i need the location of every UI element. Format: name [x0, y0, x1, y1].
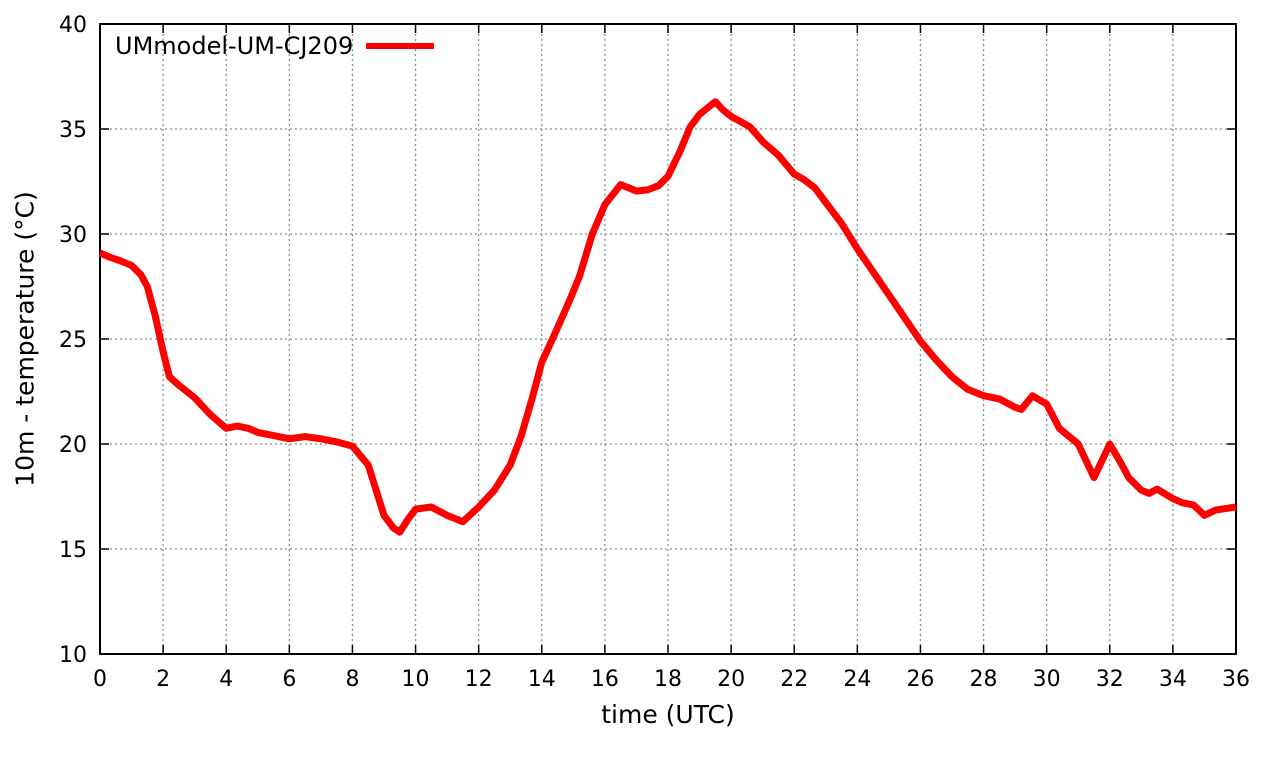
y-tick-label: 40 — [59, 13, 87, 38]
y-tick-label: 25 — [59, 328, 87, 353]
x-tick-label: 8 — [345, 667, 359, 692]
y-axis-label: 10m - temperature (°C) — [10, 191, 40, 487]
legend-label: UMmodel-UM-CJ209 — [115, 32, 354, 60]
x-tick-label: 22 — [780, 667, 808, 692]
x-tick-label: 2 — [156, 667, 170, 692]
x-tick-label: 16 — [591, 667, 619, 692]
x-tick-label: 30 — [1033, 667, 1061, 692]
y-tick-labels: 10 15 20 25 30 35 40 — [59, 13, 87, 668]
x-tick-label: 12 — [465, 667, 493, 692]
x-tick-label: 26 — [906, 667, 934, 692]
y-tick-label: 10 — [59, 643, 87, 668]
x-tick-label: 14 — [528, 667, 556, 692]
x-tick-label: 0 — [93, 667, 107, 692]
x-tick-label: 20 — [717, 667, 745, 692]
x-tick-label: 36 — [1222, 667, 1250, 692]
x-tick-label: 34 — [1159, 667, 1187, 692]
y-tick-label: 15 — [59, 538, 87, 563]
y-tick-label: 35 — [59, 118, 87, 143]
x-tick-label: 10 — [402, 667, 430, 692]
x-tick-label: 24 — [843, 667, 871, 692]
x-axis-label: time (UTC) — [601, 700, 735, 729]
legend: UMmodel-UM-CJ209 — [115, 32, 435, 60]
y-tick-label: 20 — [59, 433, 87, 458]
legend-line-sample — [366, 43, 435, 49]
grid-lines — [100, 24, 1236, 654]
temperature-series-line — [98, 98, 1237, 536]
x-tick-label: 4 — [219, 667, 233, 692]
x-tick-label: 28 — [970, 667, 998, 692]
y-tick-label: 30 — [59, 223, 87, 248]
x-tick-label: 32 — [1096, 667, 1124, 692]
plot-border — [99, 23, 1237, 655]
x-tick-labels: 0 2 4 6 8 10 12 14 16 18 20 22 24 26 28 30 32 34 36 — [93, 667, 1250, 692]
x-tick-label: 6 — [282, 667, 296, 692]
x-tick-label: 18 — [654, 667, 682, 692]
